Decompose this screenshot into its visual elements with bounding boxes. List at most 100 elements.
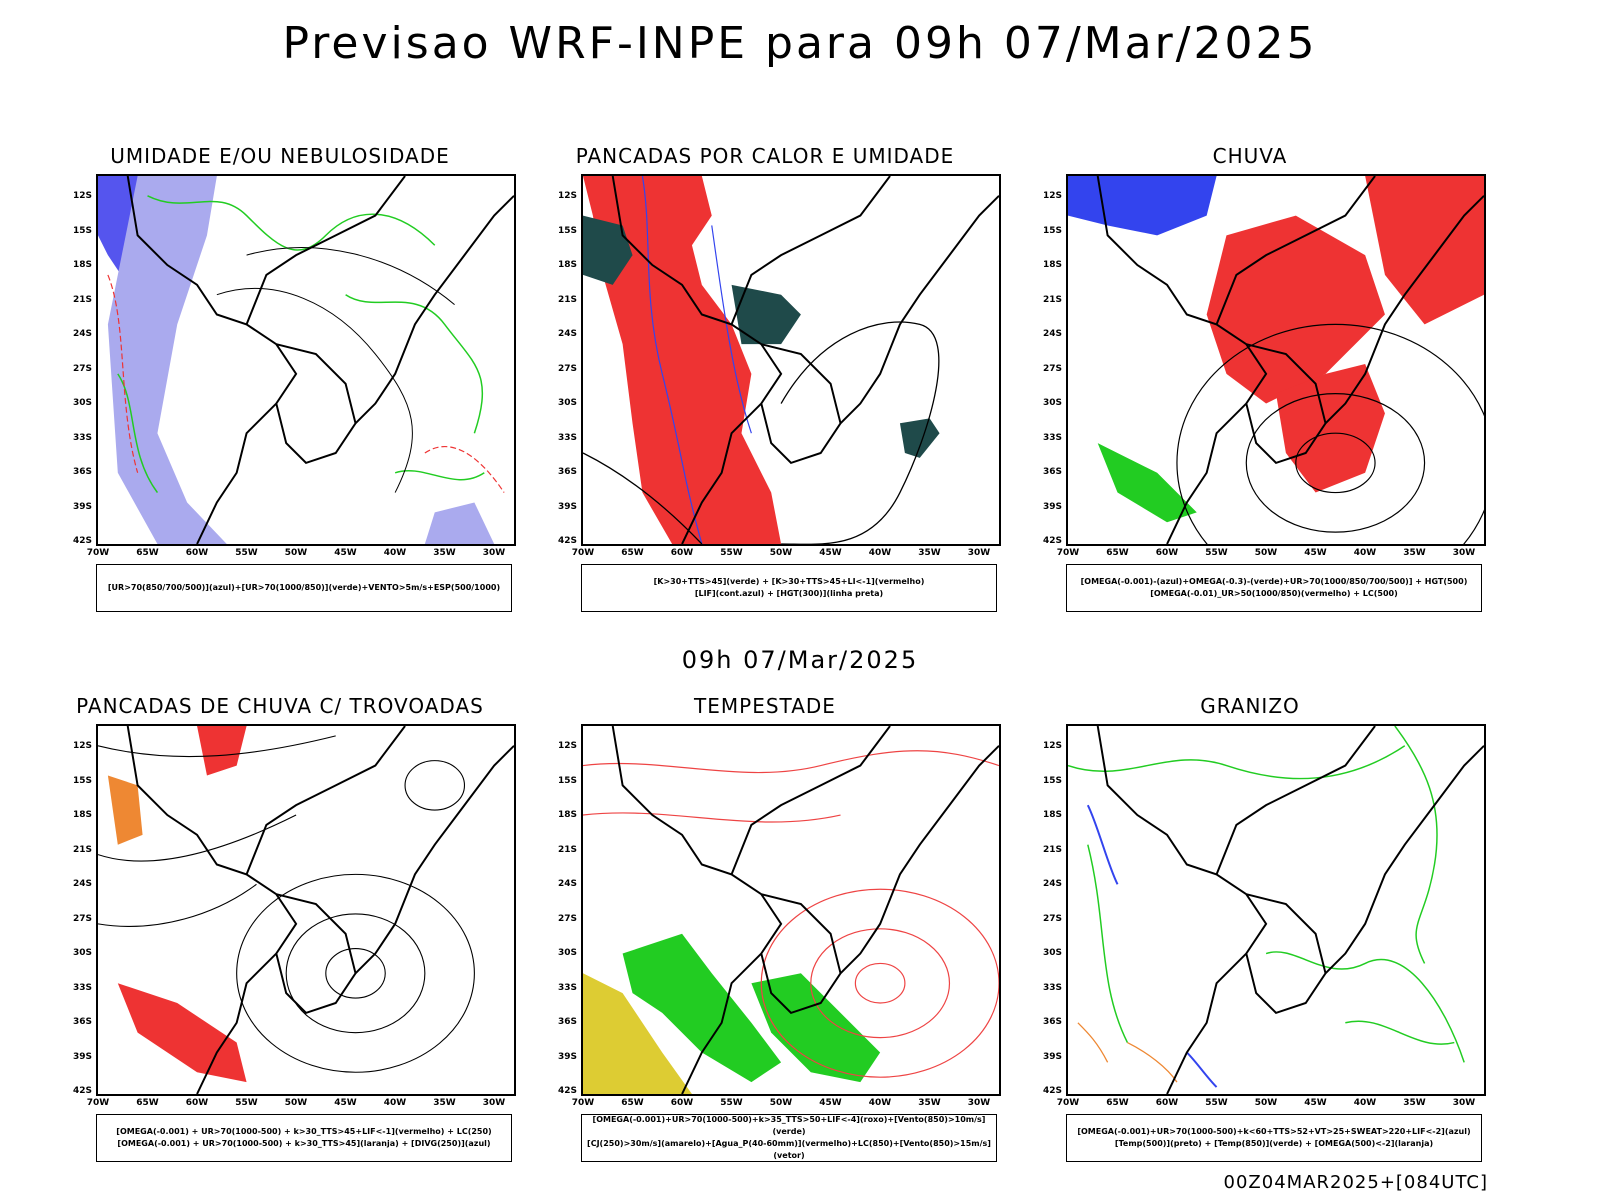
lon-tick-label: 55W: [720, 548, 743, 558]
lat-tick-label: 12S: [1042, 191, 1062, 201]
lon-tick-label: 40W: [1353, 1098, 1377, 1108]
lat-axis: 12S 15S 18S 21S 24S 27S 30S 33S 36S 39S 42S: [60, 724, 94, 1096]
lat-tick-label: 15S: [72, 775, 92, 786]
water-vapor-contour-outer: [760, 888, 999, 1078]
pressure-isobar: [216, 247, 455, 493]
lat-tick-label: 18S: [72, 810, 92, 820]
lat-tick-label: 36S: [1042, 1017, 1062, 1027]
country-borders: [1096, 176, 1484, 544]
lat-tick-label: 33S: [1042, 432, 1062, 443]
lon-tick-label: 50W: [284, 1098, 308, 1108]
omega-contour-orange: [1077, 1022, 1178, 1083]
lon-tick-label: 30W: [482, 1098, 506, 1108]
instability-area-red: [583, 176, 782, 544]
lat-tick-label: 15S: [72, 225, 92, 236]
lat-tick-label: 27S: [557, 363, 577, 374]
lon-tick-label: 45W: [1304, 1098, 1327, 1108]
lat-tick-label: 18S: [72, 260, 92, 270]
lat-tick-label: 27S: [1042, 363, 1062, 374]
lat-tick-label: 30S: [72, 398, 92, 408]
lat-tick-label: 15S: [557, 225, 577, 236]
jet-area-yellow: [583, 973, 692, 1094]
lon-axis: 70W 65W 60W 55W 50W 45W 40W 35W 30W: [1057, 548, 1486, 560]
lat-axis: 12S 15S 18S 21S 24S 27S 30S 33S 36S 39S 42S: [545, 724, 579, 1096]
lon-tick-label: 70W: [571, 1098, 595, 1108]
lon-tick-label: 35W: [918, 1098, 941, 1108]
lon-tick-label: 30W: [967, 548, 991, 558]
lon-tick-label: 55W: [235, 1098, 258, 1108]
lat-tick-label: 42S: [72, 536, 92, 546]
panel-title: PANCADAS DE CHUVA C/ TROVOADAS: [76, 694, 484, 718]
map-canvas: [98, 176, 514, 544]
map-tempestade: [581, 724, 1001, 1096]
lat-axis: 12S 15S 18S 21S 24S 27S 30S 33S 36S 39S 42S: [1030, 174, 1064, 546]
map-canvas: [98, 726, 514, 1094]
country-borders: [126, 176, 514, 544]
lat-tick-label: 33S: [557, 982, 577, 993]
panel-granizo: GRANIZO 12S 15S 18S 21S 24S 27S 30S 33S 36S 39S 42…: [1030, 694, 1486, 1174]
lat-tick-label: 33S: [72, 432, 92, 443]
lon-tick-label: 30W: [967, 1098, 991, 1108]
geopotential-contour: [1245, 393, 1426, 533]
thickness-contour-red: [107, 274, 505, 493]
lat-tick-label: 36S: [1042, 467, 1062, 477]
forecast-date-label: 09h 07/Mar/2025: [681, 646, 919, 674]
legend-line: [K>30+TTS>45](verde) + [K>30+TTS>45+LI<-…: [653, 577, 925, 586]
map-granizo: [1066, 724, 1486, 1096]
lon-tick-label: 30W: [1452, 548, 1476, 558]
lon-tick-label: 65W: [1106, 548, 1129, 558]
lat-tick-label: 12S: [72, 191, 92, 201]
lon-tick-label: 60W: [1155, 1098, 1179, 1108]
lat-tick-label: 12S: [557, 741, 577, 751]
lat-tick-label: 15S: [1042, 775, 1062, 786]
lat-tick-label: 33S: [1042, 982, 1062, 993]
lon-tick-label: 60W: [670, 1098, 694, 1108]
lat-tick-label: 24S: [1042, 329, 1062, 339]
lat-axis: 12S 15S 18S 21S 24S 27S 30S 33S 36S 39S 42S: [545, 174, 579, 546]
lon-tick-label: 60W: [185, 548, 209, 558]
lon-tick-label: 70W: [1056, 548, 1080, 558]
map-canvas: [583, 176, 999, 544]
lon-tick-label: 40W: [868, 548, 892, 558]
lat-tick-label: 36S: [72, 467, 92, 477]
lat-tick-label: 21S: [557, 294, 577, 305]
lon-tick-label: 35W: [1403, 1098, 1426, 1108]
panel-legend: [OMEGA(-0.001) + UR>70(1000-500) + k>30_…: [96, 1114, 512, 1162]
humidity-area-lightblue: [107, 176, 227, 544]
legend-line: [UR>70(850/700/500)](azul)+[UR>70(1000/8…: [107, 583, 501, 592]
lon-tick-label: 50W: [769, 1098, 793, 1108]
map-canvas: [1068, 726, 1484, 1094]
lat-tick-label: 33S: [557, 432, 577, 443]
panel-tempestade: TEMPESTADE 12S 15S 18S 21S 24S 27S 30S 33S 36S 39…: [545, 694, 1001, 1174]
thunderstorm-area-red-2: [117, 983, 247, 1083]
panel-title: GRANIZO: [1200, 694, 1300, 718]
lon-axis: 70W 65W 60W 55W 50W 45W 40W 35W 30W: [572, 1098, 1001, 1110]
lat-tick-label: 24S: [557, 879, 577, 889]
humidity-area-lightblue-2: [424, 502, 495, 544]
geopotential-low-center: [1295, 432, 1376, 494]
panel-legend: [UR>70(850/700/500)](azul)+[UR>70(1000/8…: [96, 564, 512, 612]
lon-tick-label: 65W: [1106, 1098, 1129, 1108]
lon-tick-label: 70W: [86, 548, 110, 558]
lat-tick-label: 15S: [557, 775, 577, 786]
lon-tick-label: 35W: [1403, 548, 1426, 558]
panel-title: UMIDADE E/OU NEBULOSIDADE: [110, 144, 450, 168]
lat-tick-label: 18S: [1042, 260, 1062, 270]
streamlines: [98, 735, 336, 927]
lat-tick-label: 30S: [1042, 948, 1062, 958]
streamline-vortex: [325, 948, 386, 999]
lon-tick-label: 35W: [433, 1098, 456, 1108]
lon-axis: 70W 65W 60W 55W 50W 45W 40W 35W 30W: [87, 1098, 516, 1110]
lon-tick-label: 65W: [621, 1098, 644, 1108]
lat-tick-label: 24S: [72, 329, 92, 339]
lon-tick-label: 40W: [383, 548, 407, 558]
rain-area-green: [1097, 443, 1197, 523]
lat-tick-label: 24S: [72, 879, 92, 889]
map-chuva: [1066, 174, 1486, 546]
lat-tick-label: 30S: [1042, 398, 1062, 408]
lat-tick-label: 42S: [1042, 1086, 1062, 1096]
lon-tick-label: 30W: [482, 548, 506, 558]
instability-area-teal: [583, 215, 633, 285]
wind-area-green: [622, 933, 782, 1083]
lon-axis: 70W 65W 60W 55W 50W 45W 40W 35W 30W: [572, 548, 1001, 560]
